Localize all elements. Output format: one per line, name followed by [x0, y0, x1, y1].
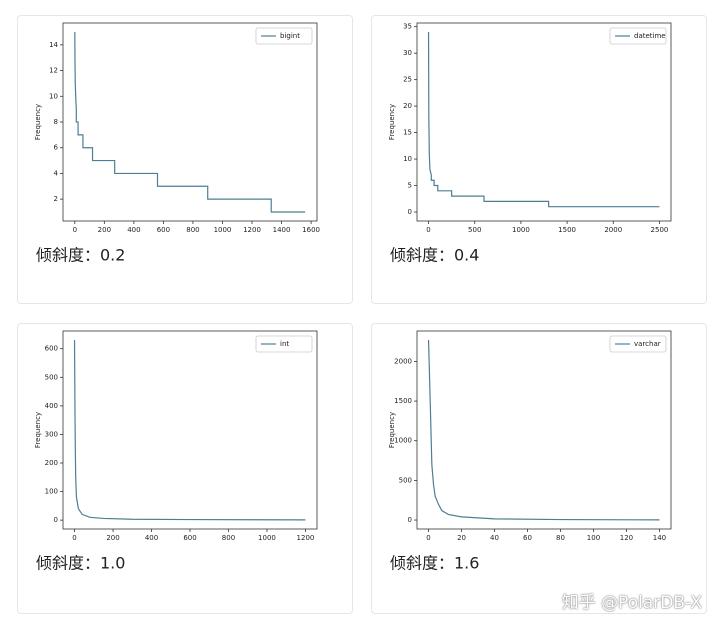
card: 0 100 200 300 400 500 600 0 200 400 600 800 1000 1200…: [17, 323, 353, 614]
x-tick-label: 600: [183, 534, 196, 542]
chart: 0 500 1000 1500 2000 0 20 40 60 80 100 120 140 Freque…: [388, 330, 672, 573]
x-tick-label: 60: [523, 534, 532, 542]
plot-frame: [62, 22, 318, 222]
card: 0 500 1000 1500 2000 0 20 40 60 80 100 120 140 Freque…: [371, 323, 707, 614]
x-tick-label: 1000: [214, 226, 232, 234]
chart: 0 100 200 300 400 500 600 0 200 400 600 800 1000 1200…: [34, 330, 318, 573]
y-tick-label: 0: [408, 208, 412, 216]
y-tick-label: 10: [49, 92, 58, 100]
card: 2 4 6 8 10 12 14 0 200 400 600 800 1000 1200 1400 1600 F…: [17, 15, 353, 304]
legend-label: varchar: [634, 340, 661, 348]
chart: 0 5 10 15 20 25 30 35 0 500 1000 1500 2000 2500 Freque…: [388, 22, 672, 265]
y-tick-label: 0: [408, 516, 412, 524]
y-tick-label: 500: [45, 373, 58, 381]
x-tick-label: 1200: [297, 534, 315, 542]
y-tick-label: 500: [399, 476, 412, 484]
y-tick-label: 6: [54, 144, 59, 152]
x-tick-label: 2500: [651, 226, 669, 234]
x-tick-label: 0: [426, 534, 430, 542]
caption: 倾斜度：1.0: [36, 554, 125, 573]
legend-box: [609, 27, 667, 45]
watermark: 知乎 @PolarDB-X: [561, 593, 702, 613]
chart: 2 4 6 8 10 12 14 0 200 400 600 800 1000 1200 1400 1600 F…: [34, 22, 320, 265]
y-tick-label: 20: [403, 102, 412, 110]
y-tick-label: 30: [403, 49, 412, 57]
y-tick-label: 300: [45, 430, 58, 438]
x-tick-label: 0: [73, 226, 77, 234]
legend-box: [609, 335, 667, 353]
caption: 倾斜度：1.6: [390, 554, 479, 573]
plot-frame: [416, 22, 672, 222]
x-tick-label: 0: [72, 534, 76, 542]
legend-box: [255, 27, 313, 45]
legend-label: bigint: [280, 32, 300, 40]
x-tick-label: 1600: [302, 226, 320, 234]
y-tick-label: 2000: [394, 357, 412, 365]
x-tick-label: 120: [620, 534, 633, 542]
y-tick-label: 4: [54, 169, 59, 177]
series-line: [427, 31, 660, 208]
y-axis-label: Frequency: [34, 104, 42, 140]
plot-frame: [62, 330, 318, 530]
x-tick-label: 0: [426, 226, 430, 234]
x-tick-label: 400: [127, 226, 140, 234]
x-tick-label: 1200: [243, 226, 261, 234]
legend-box: [255, 335, 313, 353]
y-tick-label: 2: [54, 195, 58, 203]
x-tick-label: 500: [468, 226, 481, 234]
x-tick-label: 40: [490, 534, 499, 542]
y-tick-label: 5: [408, 182, 412, 190]
y-tick-label: 100: [45, 488, 58, 496]
y-tick-label: 600: [45, 345, 58, 353]
x-tick-label: 1000: [512, 226, 530, 234]
x-tick-label: 800: [222, 534, 235, 542]
caption: 倾斜度：0.4: [390, 246, 479, 265]
y-tick-label: 10: [403, 155, 412, 163]
x-tick-label: 80: [556, 534, 565, 542]
y-axis-label: Frequency: [388, 412, 396, 448]
series-line: [74, 31, 306, 213]
legend-label: int: [280, 340, 289, 348]
x-tick-label: 600: [157, 226, 170, 234]
y-axis-label: Frequency: [388, 104, 396, 140]
x-tick-label: 140: [653, 534, 666, 542]
y-tick-label: 0: [54, 516, 58, 524]
y-axis-label: Frequency: [34, 412, 42, 448]
y-tick-label: 12: [49, 67, 58, 75]
x-tick-label: 800: [186, 226, 199, 234]
card: 0 5 10 15 20 25 30 35 0 500 1000 1500 2000 2500 Freque…: [371, 15, 707, 304]
y-tick-label: 15: [403, 129, 412, 137]
y-tick-label: 400: [45, 402, 58, 410]
y-tick-label: 200: [45, 459, 58, 467]
x-tick-label: 200: [106, 534, 119, 542]
y-tick-label: 1000: [394, 437, 412, 445]
x-tick-label: 1400: [273, 226, 291, 234]
x-tick-label: 200: [98, 226, 111, 234]
x-tick-label: 1000: [258, 534, 276, 542]
caption: 倾斜度：0.2: [36, 246, 125, 265]
x-tick-label: 100: [587, 534, 600, 542]
y-tick-label: 25: [403, 76, 412, 84]
plot-frame: [416, 330, 672, 530]
y-tick-label: 1500: [394, 397, 412, 405]
y-tick-label: 8: [54, 118, 58, 126]
legend-label: datetime: [634, 32, 666, 40]
x-tick-label: 20: [457, 534, 466, 542]
series-line: [427, 340, 660, 521]
series-line: [73, 340, 306, 521]
x-tick-label: 1500: [558, 226, 576, 234]
x-tick-label: 2000: [604, 226, 622, 234]
y-tick-label: 14: [49, 41, 58, 49]
y-tick-label: 35: [403, 23, 412, 31]
x-tick-label: 400: [145, 534, 158, 542]
